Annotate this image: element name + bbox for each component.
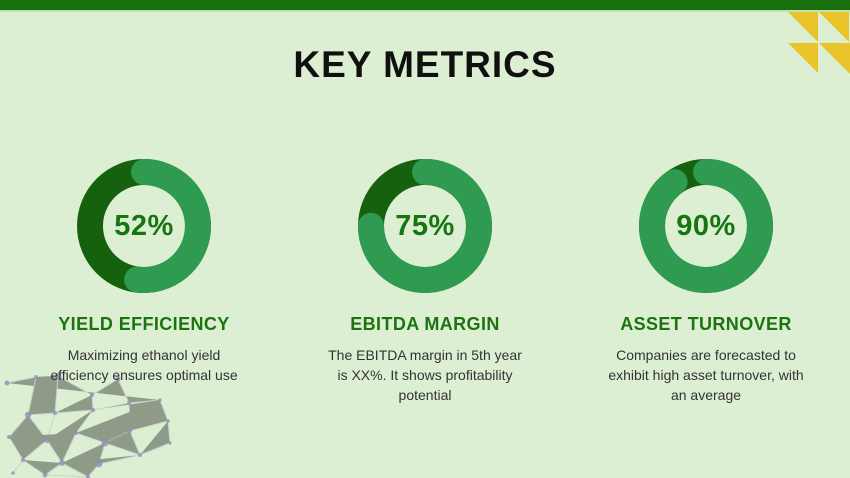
metric-description: The EBITDA margin in 5th year is XX%. It…	[328, 347, 522, 403]
metrics-row: 52% YIELD EFFICIENCY Maximizing ethanol …	[0, 156, 850, 406]
metric-card-ebitda-margin: 75% EBITDA MARGIN The EBITDA margin in 5…	[313, 156, 538, 406]
donut-percentage-label: 75%	[395, 209, 455, 242]
donut-chart-ebitda-margin: 75%	[355, 156, 495, 296]
donut-chart-yield-efficiency: 52%	[74, 156, 214, 296]
top-accent-bar	[0, 0, 850, 12]
metric-description: Companies are forecasted to exhibit high…	[608, 347, 804, 403]
metric-title: ASSET TURNOVER	[620, 314, 792, 334]
network-pattern-decoration	[4, 373, 172, 478]
donut-chart-asset-turnover: 90%	[636, 156, 776, 296]
metric-description: Maximizing ethanol yield efficiency ensu…	[50, 347, 238, 383]
donut-percentage-label: 52%	[114, 209, 174, 242]
metric-card-asset-turnover: 90% ASSET TURNOVER Companies are forecas…	[594, 156, 819, 406]
yellow-triangles-decoration	[788, 12, 850, 74]
donut-percentage-label: 90%	[676, 209, 736, 242]
page-title: KEY METRICS	[293, 44, 557, 85]
metric-title: YIELD EFFICIENCY	[58, 314, 230, 334]
metric-card-yield-efficiency: 52% YIELD EFFICIENCY Maximizing ethanol …	[32, 156, 257, 406]
metric-title: EBITDA MARGIN	[350, 314, 500, 334]
